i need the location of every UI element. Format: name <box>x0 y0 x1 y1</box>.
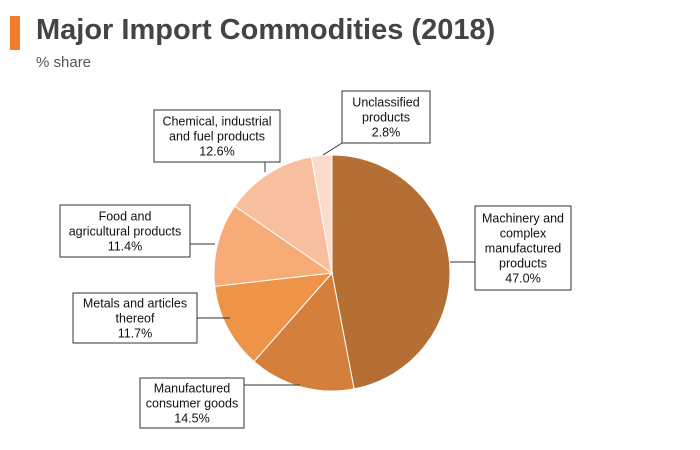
slice-name-label: Chemical, industrial <box>162 115 271 129</box>
slice-value-label: 11.7% <box>118 327 153 341</box>
slice-name-label: complex <box>500 227 547 241</box>
slice-name-label: products <box>362 111 410 125</box>
slice-value-label: 11.4% <box>108 240 143 254</box>
slice-value-label: 12.6% <box>199 145 234 159</box>
pie-slice <box>234 156 333 275</box>
slice-callout: Machinery andcomplexmanufacturedproducts… <box>450 205 572 291</box>
pie-slice <box>310 154 333 274</box>
pie-slice <box>331 154 451 390</box>
pie-slice <box>214 272 334 363</box>
callout-box <box>474 205 572 291</box>
pie-slice <box>253 271 355 392</box>
callout-box <box>59 204 191 258</box>
callout-box <box>72 292 198 344</box>
slice-name-label: agricultural products <box>69 225 182 239</box>
slice-name-label: products <box>499 257 547 271</box>
chart-subtitle: % share <box>36 54 92 71</box>
slice-value-label: 47.0% <box>505 272 540 286</box>
slice-name-label: Unclassified <box>352 96 419 110</box>
slice-name-label: Machinery and <box>482 212 564 226</box>
slice-name-label: Manufactured <box>154 382 230 396</box>
callout-box <box>153 109 281 163</box>
callout-box <box>341 90 431 144</box>
slice-name-label: Metals and articles <box>83 297 187 311</box>
slice-name-label: thereof <box>116 312 155 326</box>
slice-name-label: manufactured <box>485 242 561 256</box>
chart-title: Major Import Commodities (2018) <box>36 14 496 46</box>
slice-name-label: and fuel products <box>169 130 265 144</box>
title-accent-bar <box>10 16 20 50</box>
slice-value-label: 2.8% <box>372 126 401 140</box>
callout-box <box>139 377 245 429</box>
leader-line <box>322 142 343 156</box>
slice-value-label: 14.5% <box>174 412 209 426</box>
slice-name-label: Food and <box>99 210 152 224</box>
pie-slice <box>213 205 334 287</box>
slice-name-label: consumer goods <box>146 397 238 411</box>
